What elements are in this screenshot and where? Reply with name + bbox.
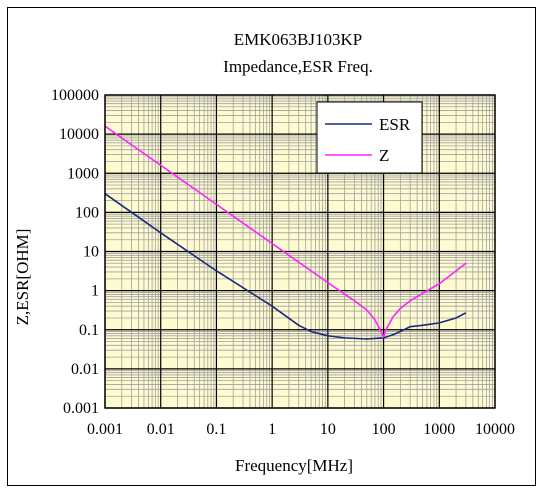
x-tick-label: 100 (372, 421, 396, 438)
series-layer (104, 125, 467, 340)
impedance-chart: EMK063BJ103KP Impedance,ESR Freq. 0.001 0… (13, 30, 515, 475)
x-tick-label: 0.1 (206, 421, 226, 438)
y-tick-label: 100 (75, 204, 99, 221)
series-line-esr (104, 193, 467, 340)
y-axis-title: Z,ESR[OHM] (13, 229, 32, 326)
legend-box (316, 101, 423, 174)
y-tick-label: 10000 (59, 126, 99, 143)
x-tick-label: 1 (268, 421, 276, 438)
x-axis-title: Frequency[MHz] (235, 456, 353, 475)
x-tick-label: 0.001 (87, 421, 123, 438)
x-tick-label: 10 (320, 421, 336, 438)
legend-label-z: Z (379, 146, 389, 165)
y-tick-label: 1000 (67, 165, 99, 182)
legend-label-esr: ESR (379, 115, 411, 134)
y-tick-label: 0.01 (71, 361, 99, 378)
y-tick-label: 0.1 (79, 322, 99, 339)
x-tick-label: 0.01 (147, 421, 175, 438)
y-tick-label: 10 (83, 244, 99, 261)
legend: ESR Z (316, 101, 423, 174)
plot-border (104, 94, 496, 409)
chart-frame: EMK063BJ103KP Impedance,ESR Freq. 0.001 0… (7, 7, 536, 486)
chart-title: EMK063BJ103KP (234, 30, 362, 49)
y-tick-label: 100000 (51, 87, 99, 104)
y-tick-label: 0.001 (63, 400, 99, 417)
x-tick-label: 10000 (475, 421, 515, 438)
x-tick-label: 1000 (423, 421, 455, 438)
series-line-z (104, 125, 467, 338)
chart-subtitle: Impedance,ESR Freq. (223, 57, 373, 76)
y-tick-label: 1 (91, 283, 99, 300)
axis-layer: 0.001 0.01 0.1 1 10 100 1000 10000 0.001 0.01 0.1 1… (51, 87, 515, 438)
